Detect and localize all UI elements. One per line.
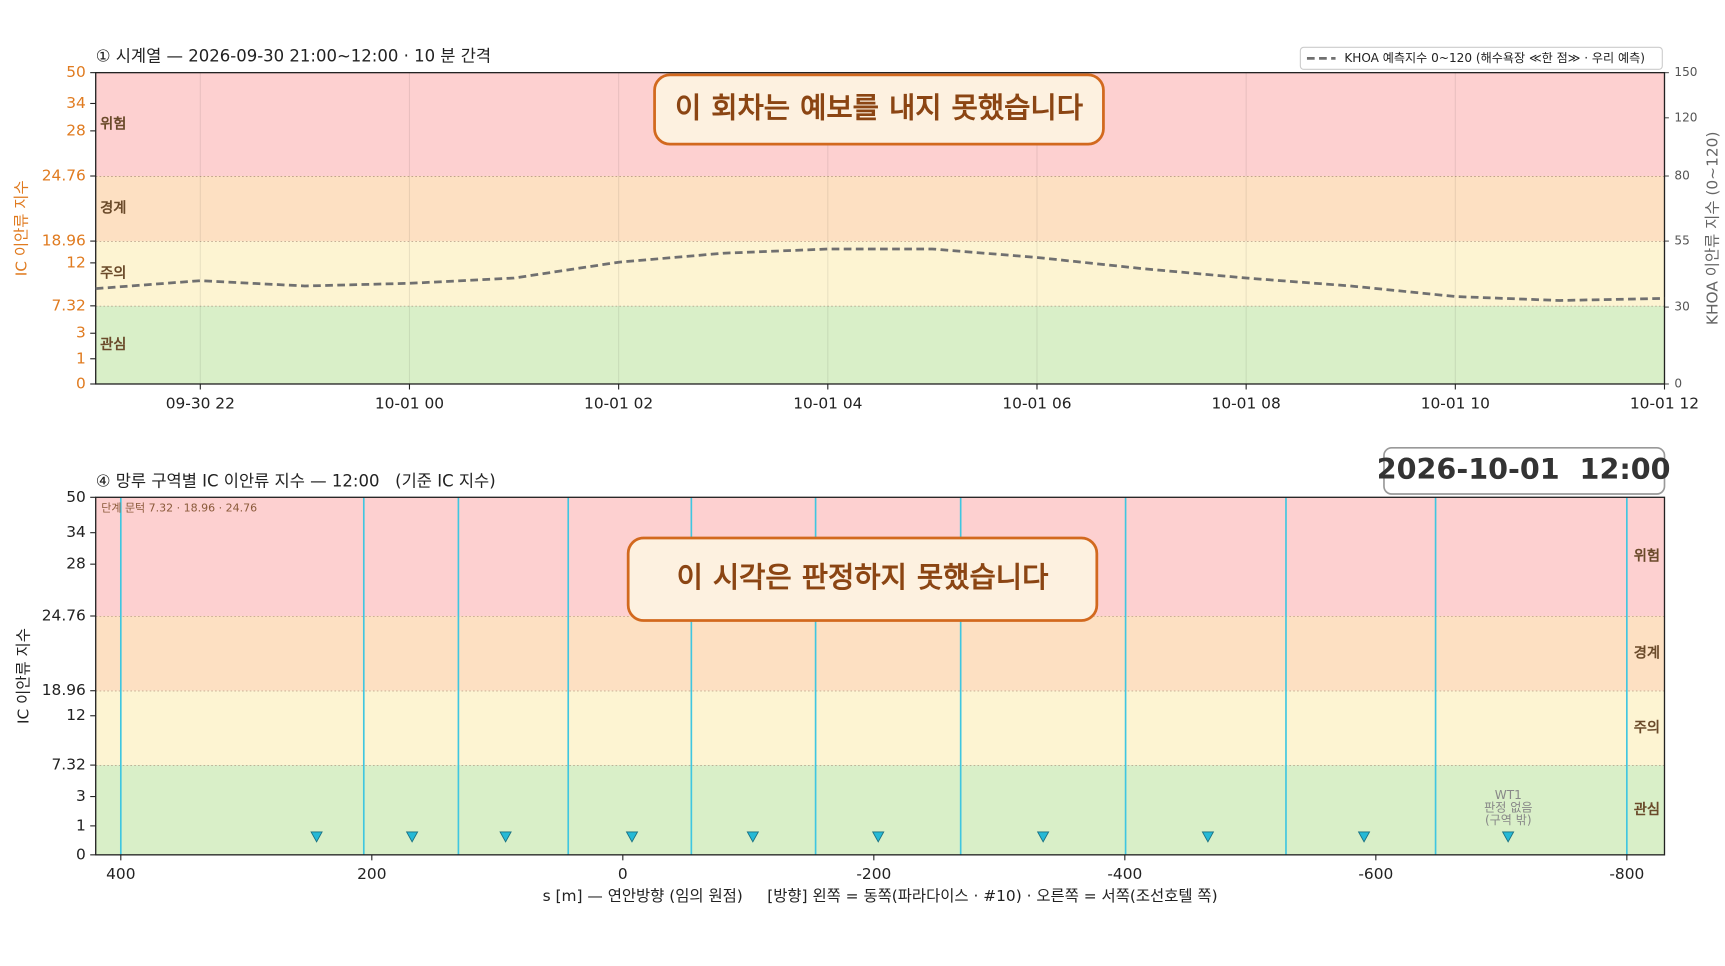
y-tick-label: 18.96 [42,681,86,699]
y-tick-label: 7.32 [52,756,86,774]
y2-axis-label: KHOA 이안류 지수 (0~120) [1703,132,1721,326]
y-axis-label: IC 이안류 지수 [13,180,31,276]
risk-band [95,176,1665,242]
y-tick-label: 0 [76,374,86,392]
x-tick-label: 200 [357,865,386,883]
chart-title: ① 시계열 — 2026-09-30 21:00~12:00 · 10 분 간격 [96,47,491,66]
annotation: 이 회차는 예보를 내지 못했습니다 [675,91,1084,125]
threshold-note: 단계 문턱 7.32 · 18.96 · 24.76 [101,501,257,514]
plot-frame [95,496,1666,856]
band-label: 관심 [100,336,126,353]
band-label: 위험 [1634,548,1660,565]
y2-tick-label: 0 [1674,376,1682,390]
band-label: 경계 [100,199,126,217]
y-tick-label: 3 [76,324,86,342]
y2-tick-label: 80 [1674,169,1689,183]
y-axis-label: IC 이안류 지수 [15,628,33,724]
y-tick-label: 24.76 [42,607,86,625]
legend-label: KHOA 예측지수 0~120 (해수욕장 ≪한 점≫ · 우리 예측) [1344,51,1645,65]
y-tick-label: 50 [66,63,86,81]
x-tick-label: 0 [618,865,628,883]
y2-tick-label: 150 [1674,65,1697,79]
point-note: 판정 없음 [1484,801,1532,815]
x-tick-label: -600 [1358,865,1393,883]
risk-band [95,241,1665,306]
band-label: 경계 [1634,643,1660,661]
y-tick-label: 50 [66,488,86,506]
timestamp-box [1383,446,1666,495]
y-tick-label: 24.76 [42,167,86,185]
risk-band [95,765,1665,855]
tower-marker [405,831,419,843]
x-tick-label: 10-01 00 [375,394,444,412]
y-tick-label: 12 [66,706,86,724]
y-tick-label: 1 [76,349,86,367]
tower-marker [1201,831,1215,843]
risk-band [95,616,1665,691]
x-tick-label: 400 [106,865,135,883]
tower-marker [1036,831,1050,843]
band-label: 위험 [100,115,126,132]
plot-frame [95,71,1666,385]
annotation: 이 시각은 판정하지 못했습니다 [677,560,1050,594]
band-label: 주의 [1634,718,1660,736]
tower-marker [871,831,885,843]
y-tick-label: 7.32 [52,296,86,314]
y-tick-label: 0 [76,845,86,863]
x-tick-label: -800 [1609,865,1644,883]
band-label: 주의 [100,263,126,281]
y-tick-label: 1 [76,816,86,834]
x-tick-label: 10-01 10 [1421,394,1490,412]
series-line [95,247,1665,302]
x-axis-label: s [m] — 연안방향 (임의 원점) [방향] 왼쪽 = 동쪽(파라다이스 … [543,887,1218,905]
x-tick-label: 10-01 08 [1212,394,1281,412]
band-label: 관심 [1634,801,1660,818]
y-tick-label: 34 [66,94,86,112]
x-tick-label: 10-01 06 [1002,394,1071,412]
y-tick-label: 28 [66,555,86,573]
risk-band [95,690,1665,766]
y-tick-label: 34 [66,523,86,541]
tower-marker [625,831,639,843]
x-tick-label: 10-01 04 [793,394,862,412]
point-note: WT1 [1495,788,1522,802]
tower-marker [499,831,512,843]
y2-tick-label: 55 [1674,234,1689,248]
x-tick-label: -200 [856,865,891,883]
point-note: (구역 밖) [1485,813,1532,827]
x-tick-label: 10-01 02 [584,394,653,412]
y-tick-label: 18.96 [42,232,86,250]
x-tick-label: 09-30 22 [166,394,235,412]
y-tick-label: 12 [66,253,86,271]
y-tick-label: 28 [66,121,86,139]
y-tick-label: 3 [76,787,86,805]
tower-marker [1501,831,1515,843]
risk-band [95,305,1665,384]
timestamp: 2026-10-01 12:00 [1377,452,1671,486]
tower-marker [1357,831,1371,843]
tower-marker [746,831,760,843]
x-tick-label: 10-01 12 [1630,394,1699,412]
tower-marker [310,831,323,843]
y2-tick-label: 120 [1674,110,1697,124]
chart-title: ④ 망루 구역별 IC 이안류 지수 — 12:00 (기준 IC 지수) [96,471,496,490]
annotation-box [653,73,1105,146]
legend-box [1299,46,1663,70]
x-tick-label: -400 [1107,865,1142,883]
y2-tick-label: 30 [1674,300,1689,314]
annotation-box [626,536,1099,622]
